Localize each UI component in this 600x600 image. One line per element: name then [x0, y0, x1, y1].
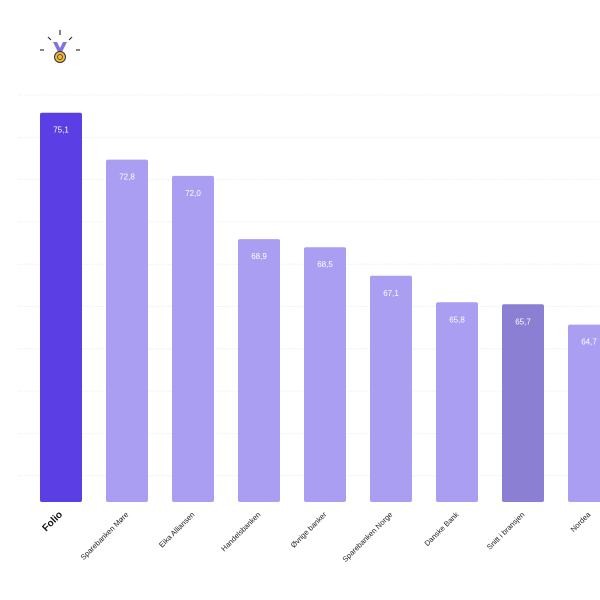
- value-label: 67,1: [383, 289, 399, 298]
- bar: [568, 324, 600, 502]
- sparkle-line: [47, 36, 52, 41]
- category-label: Øvrige banker: [289, 510, 329, 550]
- medal-ribbon: [53, 42, 67, 52]
- bar: [502, 304, 544, 502]
- category-label: Sparebanken Møre: [79, 510, 131, 562]
- bar: [172, 175, 214, 502]
- value-label: 64,7: [581, 338, 597, 347]
- category-labels: Folio Sparebanken Møre Eika Alliansen Hande…: [40, 509, 593, 564]
- value-label: 68,9: [251, 252, 267, 261]
- value-label: 75,1: [53, 126, 69, 135]
- sparkle-line: [68, 36, 73, 41]
- category-label: Danske Bank: [423, 510, 461, 548]
- value-labels: 75,1 72,8 72,0 68,9 68,5 67,1 65,8 65,7 64,7: [53, 126, 597, 347]
- bar: [238, 239, 280, 503]
- bar: [40, 112, 82, 502]
- category-label: Handelsbanken: [219, 510, 262, 553]
- category-label: Nordea: [569, 509, 593, 533]
- bar: [304, 247, 346, 502]
- category-label: Eika Alliansen: [157, 510, 196, 549]
- value-label: 72,0: [185, 189, 201, 198]
- category-label: Folio: [40, 509, 65, 534]
- value-label: 65,7: [515, 317, 531, 326]
- bar: [436, 302, 478, 502]
- bars: [40, 112, 600, 503]
- category-label: Sparebanken Norge: [341, 510, 395, 564]
- medal-disc: [54, 51, 66, 63]
- value-label: 68,5: [317, 260, 333, 269]
- value-label: 65,8: [449, 315, 465, 324]
- category-label: Snitt i bransjen: [485, 510, 526, 551]
- bar: [106, 159, 148, 502]
- medal-icon: [40, 30, 80, 63]
- medal-inner-ring: [57, 54, 63, 60]
- bar: [370, 275, 412, 502]
- value-label: 72,8: [119, 173, 135, 182]
